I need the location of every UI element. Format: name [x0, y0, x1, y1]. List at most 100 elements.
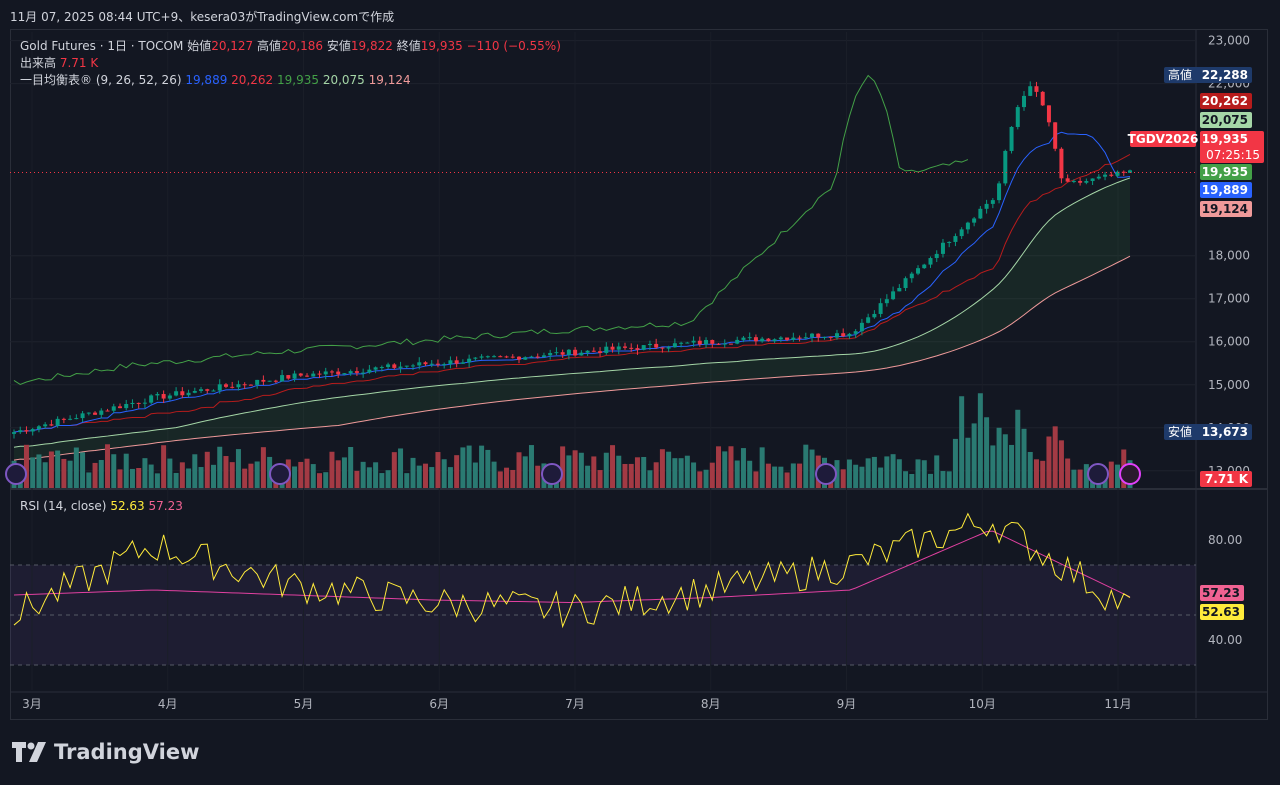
- span-a-price-tag: 20,075: [1202, 113, 1248, 127]
- volume-bar: [977, 393, 983, 488]
- candle-body: [255, 379, 260, 385]
- time-axis-label: 11月: [1104, 697, 1131, 711]
- volume-bar: [441, 459, 447, 488]
- volume-bar: [373, 462, 379, 488]
- candle-body: [1128, 170, 1132, 173]
- volume-bar: [965, 437, 971, 488]
- candle-body: [404, 365, 409, 367]
- candle-body: [548, 352, 553, 356]
- candle-body: [329, 371, 334, 373]
- candle-body: [947, 241, 952, 243]
- kijun-price-tag: 20,262: [1202, 94, 1248, 108]
- span-a-value: 20,075: [322, 73, 365, 87]
- candle-body: [36, 426, 41, 430]
- candle-body: [485, 356, 490, 358]
- volume-price-tag: 7.71 K: [1205, 472, 1249, 486]
- candle-body: [267, 380, 272, 382]
- volume-bar: [354, 470, 360, 488]
- volume-bar: [416, 465, 422, 488]
- candle-body: [891, 291, 896, 300]
- candle-body: [1121, 171, 1126, 173]
- volume-bar: [846, 459, 852, 488]
- candle-body: [248, 384, 253, 386]
- symbol-title[interactable]: Gold Futures · 1日 · TOCOM: [20, 39, 184, 53]
- volume-bar: [1083, 464, 1089, 488]
- candle-body: [261, 379, 266, 382]
- candle-body: [616, 346, 621, 350]
- time-axis-label: 5月: [294, 697, 314, 711]
- candle-body: [841, 333, 846, 337]
- volume-bar: [348, 446, 354, 488]
- candle-body: [373, 367, 378, 370]
- candle-body: [704, 340, 709, 345]
- candle-body: [142, 402, 147, 404]
- candle-body: [803, 337, 808, 339]
- volume-bar: [80, 452, 86, 488]
- candle-body: [149, 395, 154, 403]
- volume-bar: [871, 456, 877, 488]
- tradingview-logo[interactable]: TradingView: [12, 740, 199, 764]
- volume-bar: [86, 472, 92, 488]
- candle-body: [292, 373, 297, 379]
- rsi-legend: RSI (14, close) 52.63 57.23: [20, 498, 183, 515]
- candle-body: [186, 392, 191, 396]
- volume-bar: [1021, 428, 1027, 488]
- candle-body: [311, 373, 316, 377]
- candle-body: [866, 317, 871, 323]
- time-axis-label: 6月: [429, 697, 449, 711]
- volume-bar: [198, 467, 204, 488]
- candle-body: [242, 384, 247, 386]
- volume-bar: [105, 444, 111, 488]
- candle-body: [953, 236, 958, 242]
- candle-body: [435, 363, 440, 365]
- candle-body: [298, 373, 303, 376]
- volume-bar: [254, 461, 260, 488]
- ichimoku-label[interactable]: 一目均衡表® (9, 26, 52, 26): [20, 73, 182, 87]
- candle-body: [273, 380, 278, 382]
- volume-bar: [67, 460, 73, 488]
- volume-bar: [790, 463, 796, 488]
- volume-bar: [260, 447, 266, 488]
- price-axis-label: 17,000: [1208, 292, 1250, 306]
- chart-panel[interactable]: [10, 29, 1268, 720]
- rsi-label[interactable]: RSI (14, close): [20, 499, 107, 513]
- volume-bar: [242, 468, 248, 488]
- candle-body: [448, 360, 453, 365]
- candle-body: [566, 349, 571, 355]
- volume-bar: [659, 449, 665, 488]
- high-tag-bg: [1164, 67, 1252, 83]
- low-tag-label: 安値: [1168, 424, 1192, 439]
- kijun-value: 20,262: [231, 73, 274, 87]
- candle-body: [1040, 91, 1045, 106]
- volume-bar: [398, 448, 404, 488]
- time-axis-label: 8月: [701, 697, 721, 711]
- rsi-ma-value: 57.23: [148, 499, 183, 513]
- volume-bar: [896, 459, 902, 488]
- candle-body: [30, 429, 35, 432]
- volume-bar: [148, 464, 154, 488]
- volume-bar: [111, 454, 117, 488]
- price-axis-label: 16,000: [1208, 335, 1250, 349]
- volume-bar: [1046, 436, 1052, 488]
- volume-label[interactable]: 出来高: [20, 56, 57, 70]
- candle-body: [479, 356, 484, 358]
- candle-body: [454, 360, 459, 364]
- brand-name: TradingView: [54, 740, 200, 764]
- kijun-line: [13, 153, 1131, 433]
- volume-bar: [759, 447, 765, 488]
- candle-body: [1009, 126, 1014, 151]
- candle-body: [342, 373, 347, 375]
- volume-bar: [161, 445, 167, 488]
- candle-body: [155, 394, 160, 396]
- volume-bar: [23, 444, 29, 488]
- rsi-ma-tag-bg: [1200, 585, 1244, 601]
- volume-bar: [853, 464, 859, 488]
- candle-body: [604, 346, 609, 353]
- volume-bar: [429, 467, 435, 488]
- volume-bar: [672, 458, 678, 488]
- dividend-event-icon: [269, 463, 291, 485]
- volume-bar: [585, 465, 591, 488]
- candle-body: [1053, 122, 1058, 149]
- volume-bar: [1065, 458, 1071, 488]
